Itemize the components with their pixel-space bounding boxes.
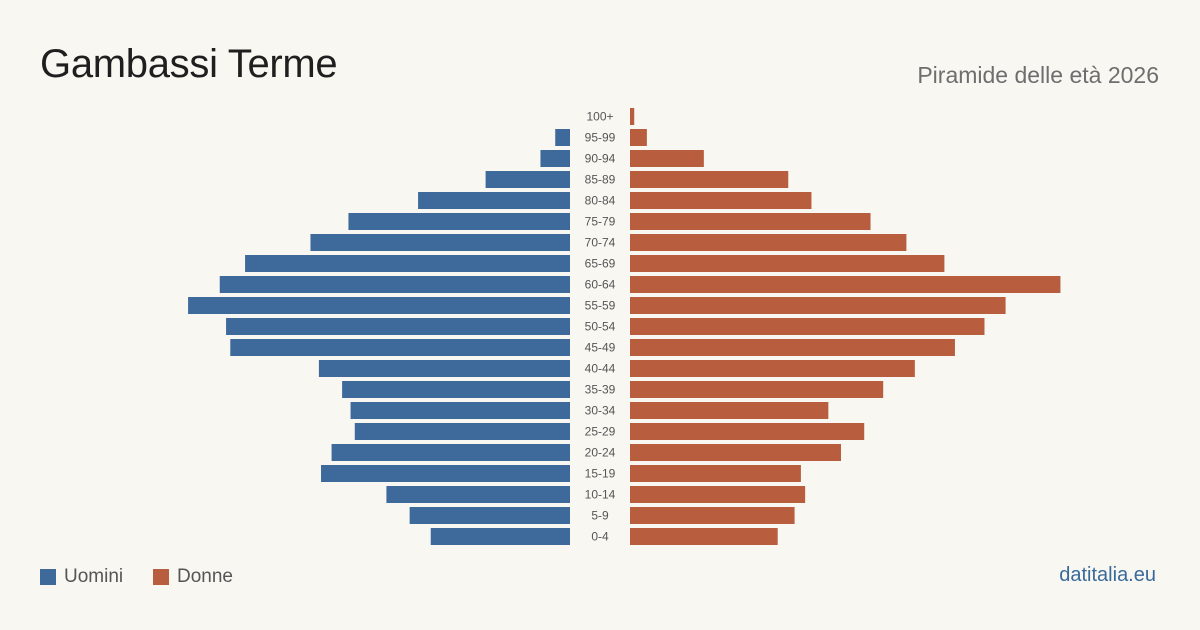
bar-men-30-34 bbox=[350, 402, 570, 419]
bar-women-75-79 bbox=[630, 213, 871, 230]
age-label: 70-74 bbox=[585, 236, 616, 250]
age-label: 45-49 bbox=[585, 341, 616, 355]
bar-women-60-64 bbox=[630, 276, 1061, 293]
bar-men-85-89 bbox=[485, 171, 570, 188]
bar-men-75-79 bbox=[348, 213, 570, 230]
age-label: 25-29 bbox=[585, 425, 616, 439]
chart-subtitle: Piramide delle età 2026 bbox=[917, 62, 1159, 88]
bar-women-30-34 bbox=[630, 402, 829, 419]
bar-women-35-39 bbox=[630, 381, 884, 398]
age-label: 35-39 bbox=[585, 383, 616, 397]
bar-women-90-94 bbox=[630, 150, 704, 167]
bar-women-50-54 bbox=[630, 318, 985, 335]
bar-women-55-59 bbox=[630, 297, 1006, 314]
legend-item-men: Uomini bbox=[40, 566, 123, 588]
bar-men-15-19 bbox=[321, 465, 570, 482]
bar-men-0-4 bbox=[430, 528, 570, 545]
bar-men-65-69 bbox=[245, 255, 570, 272]
age-label: 30-34 bbox=[585, 404, 616, 418]
bar-women-5-9 bbox=[630, 507, 795, 524]
legend-item-women: Donne bbox=[153, 566, 233, 588]
bar-women-20-24 bbox=[630, 444, 841, 461]
bar-women-65-69 bbox=[630, 255, 945, 272]
bar-women-80-84 bbox=[630, 192, 812, 209]
bar-men-25-29 bbox=[354, 423, 570, 440]
bar-men-90-94 bbox=[540, 150, 570, 167]
bar-women-95-99 bbox=[630, 129, 647, 146]
chart-title: Gambassi Terme bbox=[40, 42, 338, 86]
bar-men-35-39 bbox=[342, 381, 570, 398]
age-label: 40-44 bbox=[585, 362, 616, 376]
age-label: 75-79 bbox=[585, 215, 616, 229]
bar-men-20-24 bbox=[331, 444, 570, 461]
age-label: 90-94 bbox=[585, 152, 616, 166]
bar-men-5-9 bbox=[409, 507, 570, 524]
age-label: 10-14 bbox=[585, 488, 616, 502]
age-label: 20-24 bbox=[585, 446, 616, 460]
age-label: 55-59 bbox=[585, 299, 616, 313]
bar-women-45-49 bbox=[630, 339, 955, 356]
legend-label-women: Donne bbox=[177, 566, 233, 587]
bar-men-50-54 bbox=[226, 318, 570, 335]
age-label: 100+ bbox=[586, 110, 613, 124]
bar-men-60-64 bbox=[219, 276, 571, 293]
bar-women-0-4 bbox=[630, 528, 778, 545]
bar-women-25-29 bbox=[630, 423, 865, 440]
source-link[interactable]: datitalia.eu bbox=[1059, 564, 1156, 586]
bar-women-40-44 bbox=[630, 360, 915, 377]
bar-women-100+ bbox=[630, 108, 635, 125]
bar-women-15-19 bbox=[630, 465, 801, 482]
age-label: 5-9 bbox=[591, 509, 609, 523]
legend-label-men: Uomini bbox=[64, 566, 124, 587]
bar-men-80-84 bbox=[418, 192, 570, 209]
age-label: 80-84 bbox=[585, 194, 616, 208]
bar-men-40-44 bbox=[318, 360, 570, 377]
age-label: 15-19 bbox=[585, 467, 616, 481]
bar-men-10-14 bbox=[386, 486, 570, 503]
age-label: 50-54 bbox=[585, 320, 616, 334]
bar-men-55-59 bbox=[188, 297, 570, 314]
age-label: 85-89 bbox=[585, 173, 616, 187]
age-label: 95-99 bbox=[585, 131, 616, 145]
legend-swatch-women bbox=[153, 569, 169, 585]
age-label: 65-69 bbox=[585, 257, 616, 271]
age-label: 60-64 bbox=[585, 278, 616, 292]
legend-swatch-men bbox=[40, 569, 56, 585]
bar-men-45-49 bbox=[230, 339, 571, 356]
age-label: 0-4 bbox=[591, 530, 609, 544]
bar-men-70-74 bbox=[310, 234, 570, 251]
bar-men-95-99 bbox=[555, 129, 570, 146]
bar-women-10-14 bbox=[630, 486, 806, 503]
bar-women-70-74 bbox=[630, 234, 907, 251]
bar-women-85-89 bbox=[630, 171, 789, 188]
